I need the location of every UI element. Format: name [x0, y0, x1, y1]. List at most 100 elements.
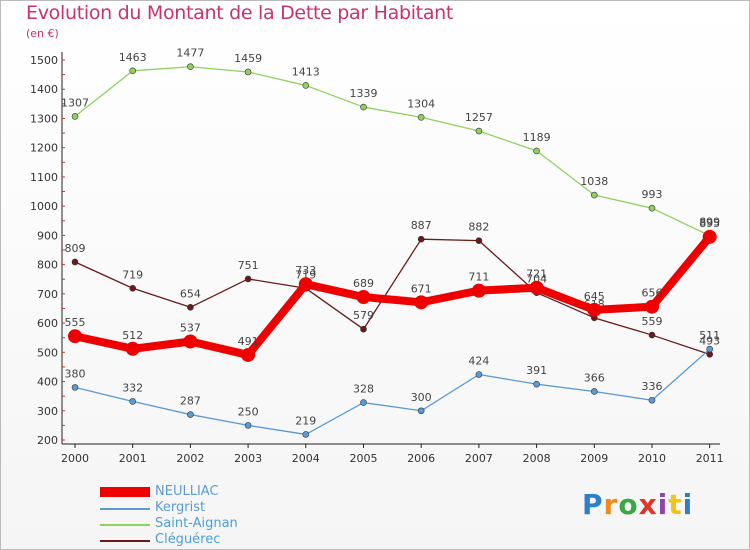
data-label: 579 — [353, 309, 374, 322]
series-line-kergrist — [74, 348, 711, 436]
data-point — [244, 422, 252, 429]
chart-title: Evolution du Montant de la Dette par Hab… — [26, 2, 454, 24]
data-label: 1477 — [176, 47, 204, 60]
data-point — [590, 388, 598, 395]
logo-letter: i — [682, 488, 694, 521]
legend-swatch — [100, 540, 150, 542]
data-point — [302, 431, 310, 438]
data-point — [129, 284, 136, 292]
data-point — [648, 204, 656, 212]
y-tick-label: 900 — [37, 229, 58, 242]
data-label: 711 — [468, 271, 489, 284]
data-label: 250 — [238, 405, 259, 418]
data-label: 1257 — [465, 111, 493, 124]
data-point — [129, 67, 136, 75]
data-point — [125, 341, 140, 356]
logo-letter: x — [638, 488, 658, 521]
data-point — [71, 258, 79, 266]
data-label: 809 — [65, 242, 86, 255]
data-point — [533, 380, 540, 388]
data-label: 328 — [353, 383, 374, 396]
data-label: 1307 — [61, 96, 89, 109]
data-label: 654 — [180, 287, 201, 300]
data-point — [414, 295, 429, 310]
proxiti-logo: Proxiti — [582, 488, 693, 521]
data-label: 645 — [584, 290, 605, 303]
x-tick-label: 2002 — [176, 452, 204, 465]
data-label: 300 — [411, 391, 432, 404]
data-label: 721 — [526, 268, 547, 281]
data-point — [417, 113, 425, 121]
data-label: 511 — [699, 329, 720, 342]
data-label: 719 — [122, 268, 143, 281]
legend-label: NEULLIAC — [155, 484, 219, 499]
x-tick-label: 2000 — [61, 452, 89, 465]
data-label: 882 — [468, 221, 489, 234]
logo-letter: r — [603, 488, 619, 521]
data-label: 512 — [122, 329, 143, 342]
x-tick-label: 2009 — [580, 452, 608, 465]
data-label: 1339 — [350, 87, 378, 100]
data-point — [241, 347, 256, 362]
data-label: 671 — [411, 282, 432, 295]
data-point — [706, 345, 714, 353]
y-tick-label: 1200 — [30, 142, 58, 155]
data-point — [71, 113, 79, 120]
data-point — [417, 235, 425, 243]
data-point — [475, 127, 483, 135]
data-label: 366 — [584, 371, 605, 384]
data-point — [298, 277, 313, 292]
data-point — [648, 331, 656, 339]
data-point — [360, 399, 367, 406]
data-point — [533, 147, 540, 155]
logo-letter: t — [668, 488, 683, 521]
series-line-cléguérec — [74, 238, 710, 355]
data-label: 751 — [238, 259, 259, 272]
y-tick-label: 500 — [37, 346, 58, 359]
y-tick-label: 200 — [37, 434, 58, 447]
data-point — [360, 103, 367, 111]
data-label: 555 — [65, 316, 86, 329]
data-label: 733 — [295, 264, 316, 277]
legend-label: Cléguérec — [155, 532, 221, 547]
data-point — [302, 82, 310, 89]
y-tick-label: 1500 — [30, 54, 58, 67]
data-point — [356, 290, 371, 305]
data-label: 689 — [353, 277, 374, 290]
data-label: 380 — [65, 367, 86, 380]
logo-letter: P — [582, 488, 604, 521]
logo-letter: i — [657, 488, 669, 521]
data-label: 1038 — [580, 175, 608, 188]
data-label: 1413 — [292, 65, 320, 78]
data-point — [187, 63, 194, 71]
y-tick-label: 300 — [37, 405, 58, 418]
x-tick-label: 2005 — [350, 452, 378, 465]
logo-letter: o — [618, 488, 639, 521]
y-tick-label: 800 — [37, 259, 58, 272]
x-tick-label: 2011 — [696, 452, 724, 465]
data-point — [475, 371, 483, 378]
data-label: 287 — [180, 395, 201, 408]
y-tick-label: 1400 — [30, 83, 58, 96]
data-label: 1459 — [234, 52, 262, 65]
data-label: 537 — [180, 321, 201, 334]
x-tick-label: 2010 — [638, 452, 666, 465]
data-label: 895 — [699, 217, 720, 230]
data-point — [475, 237, 483, 244]
data-point — [71, 384, 79, 391]
data-label: 332 — [122, 381, 143, 394]
data-label: 719 — [295, 268, 316, 281]
data-point — [129, 398, 136, 405]
data-point — [471, 283, 486, 298]
data-label: 424 — [468, 355, 489, 368]
y-tick-label: 700 — [37, 288, 58, 301]
data-point — [187, 411, 194, 418]
x-tick-label: 2006 — [407, 452, 435, 465]
y-tick-label: 1300 — [30, 112, 58, 125]
x-tick-label: 2001 — [119, 452, 147, 465]
legend-swatch — [100, 487, 150, 497]
data-label: 336 — [642, 380, 663, 393]
data-point — [360, 325, 367, 333]
